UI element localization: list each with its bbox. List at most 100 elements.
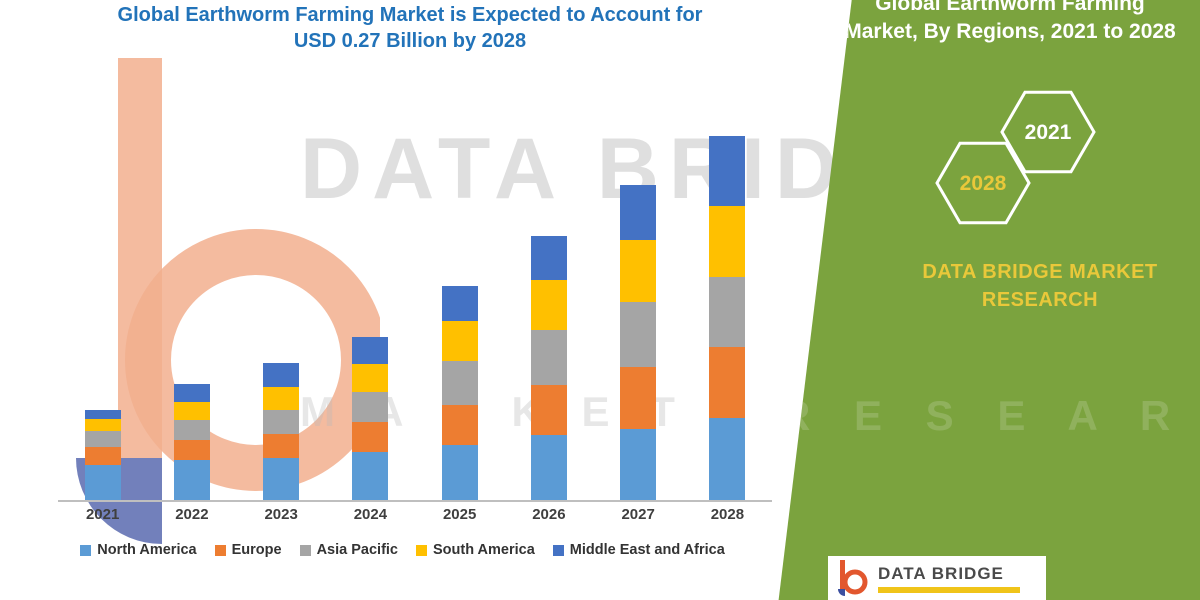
x-axis-label: 2023 [264, 506, 298, 523]
x-axis: 2021 2022 2023 2024 2025 2026 2027 2028 [58, 506, 772, 523]
bar-column-2024 [326, 128, 415, 500]
bar-stack [173, 384, 210, 500]
x-axis-label: 2026 [532, 506, 566, 523]
bar-column-2025 [415, 128, 504, 500]
bar-column-2026 [504, 128, 593, 500]
legend-swatch [214, 544, 226, 556]
bar-segment [709, 277, 746, 347]
legend-swatch [552, 544, 564, 556]
x-axis-label: 2027 [621, 506, 655, 523]
panel-brand-line2: RESEARCH [981, 289, 1099, 311]
bar-segment [530, 385, 567, 435]
bar-segment [441, 445, 478, 500]
hexagon-label-2028: 2028 [960, 172, 1007, 195]
bar-column-2023 [237, 128, 326, 500]
bar-segment [263, 410, 300, 434]
bar-segment [84, 447, 121, 465]
hexagon-2028 [935, 141, 1031, 225]
hexagon-2021 [1000, 90, 1096, 174]
bar-segment [530, 435, 567, 500]
legend-swatch [299, 544, 311, 556]
legend-label: North America [97, 542, 197, 558]
bar-segment [173, 420, 210, 440]
legend-label: Europe [231, 542, 282, 558]
bar-segment [709, 206, 746, 277]
bar-segment [352, 422, 389, 452]
bar-segment [263, 434, 300, 458]
x-axis-label: 2022 [175, 506, 209, 523]
panel-brand-line1: DATA BRIDGE MARKET [922, 261, 1158, 283]
x-axis-label: 2021 [85, 506, 120, 523]
chart-title-line1: Global Earthworm Farming Market is Expec… [117, 4, 703, 26]
hexagon-graphic: 2028 2021 [935, 90, 1096, 225]
bar-segment [620, 429, 657, 500]
chart-title: Global Earthworm Farming Market is Expec… [40, 2, 780, 54]
bar-stack [84, 410, 121, 500]
legend-item: South America [416, 542, 535, 558]
footer-brand-text: DATA BRIDGE [878, 563, 1004, 583]
bar-column-2027 [594, 128, 683, 500]
bar-segment [263, 363, 300, 387]
bar-segment [530, 330, 567, 385]
bar-segment [441, 361, 478, 405]
bar-segment [620, 302, 657, 367]
bar-segment [530, 280, 567, 330]
legend-swatch [416, 544, 427, 556]
bar-segment [173, 440, 210, 460]
bar-stack [709, 136, 746, 500]
bar-column-2021 [58, 128, 147, 500]
panel-brand: DATA BRIDGE MARKET RESEARCH [900, 258, 1180, 314]
bar-segment [84, 410, 121, 419]
bar-column-2028 [683, 128, 772, 500]
bar-segment [709, 136, 746, 206]
legend-label: Asia Pacific [316, 542, 398, 558]
bar-segment [173, 384, 210, 402]
bar-segment [173, 460, 210, 500]
bar-segment [441, 286, 478, 321]
bar-segment [620, 240, 657, 302]
x-axis-label: 2025 [442, 506, 477, 523]
footer-accent-bar [878, 586, 1020, 593]
legend-swatch [80, 544, 92, 556]
plot-area [58, 128, 772, 502]
bar-column-2022 [147, 128, 236, 500]
bar-segment [620, 367, 657, 429]
bar-segment [709, 418, 746, 500]
bar-stack [441, 286, 478, 500]
legend-item: Middle East and Africa [552, 542, 725, 558]
bar-segment [530, 236, 567, 280]
bar-segment [263, 387, 300, 410]
bar-segment [352, 337, 389, 364]
legend-label: South America [433, 542, 535, 558]
panel-title-line2: Market, By Regions, 2021 to 2028 [844, 20, 1176, 43]
bar-stack [352, 337, 389, 500]
bar-segment [620, 185, 657, 240]
bar-stack [620, 185, 657, 500]
panel-title-line1: Global Earthworm Farming [875, 0, 1145, 15]
bar-segment [709, 347, 746, 418]
bar-segment [84, 465, 121, 500]
bar-segment [263, 458, 300, 500]
right-panel: Global Earthworm Farming Market, By Regi… [778, 0, 1200, 600]
panel-title: Global Earthworm Farming Market, By Regi… [840, 0, 1180, 46]
databridge-logo-small [838, 560, 868, 596]
footer-logo-box: DATA BRIDGE [828, 556, 1046, 600]
bar-segment [352, 364, 389, 392]
legend-item: North America [80, 542, 197, 558]
bar-stack [263, 363, 300, 500]
hexagon-label-2021: 2021 [1025, 121, 1072, 144]
bar-stack [530, 236, 567, 500]
bar-segment [352, 452, 389, 500]
bar-segment [352, 392, 389, 422]
bar-segment [84, 431, 121, 447]
bar-chart [58, 128, 772, 500]
legend-item: Asia Pacific [299, 542, 398, 558]
bar-segment [441, 321, 478, 361]
legend-label: Middle East and Africa [569, 542, 725, 558]
x-axis-label: 2024 [353, 506, 388, 523]
chart-legend: North America Europe Asia Pacific South Ame… [30, 542, 775, 558]
legend-item: Europe [214, 542, 282, 558]
bar-segment [84, 419, 121, 431]
x-axis-label: 2028 [710, 506, 745, 523]
panel-watermark: R E S E A R C H [780, 392, 1200, 439]
